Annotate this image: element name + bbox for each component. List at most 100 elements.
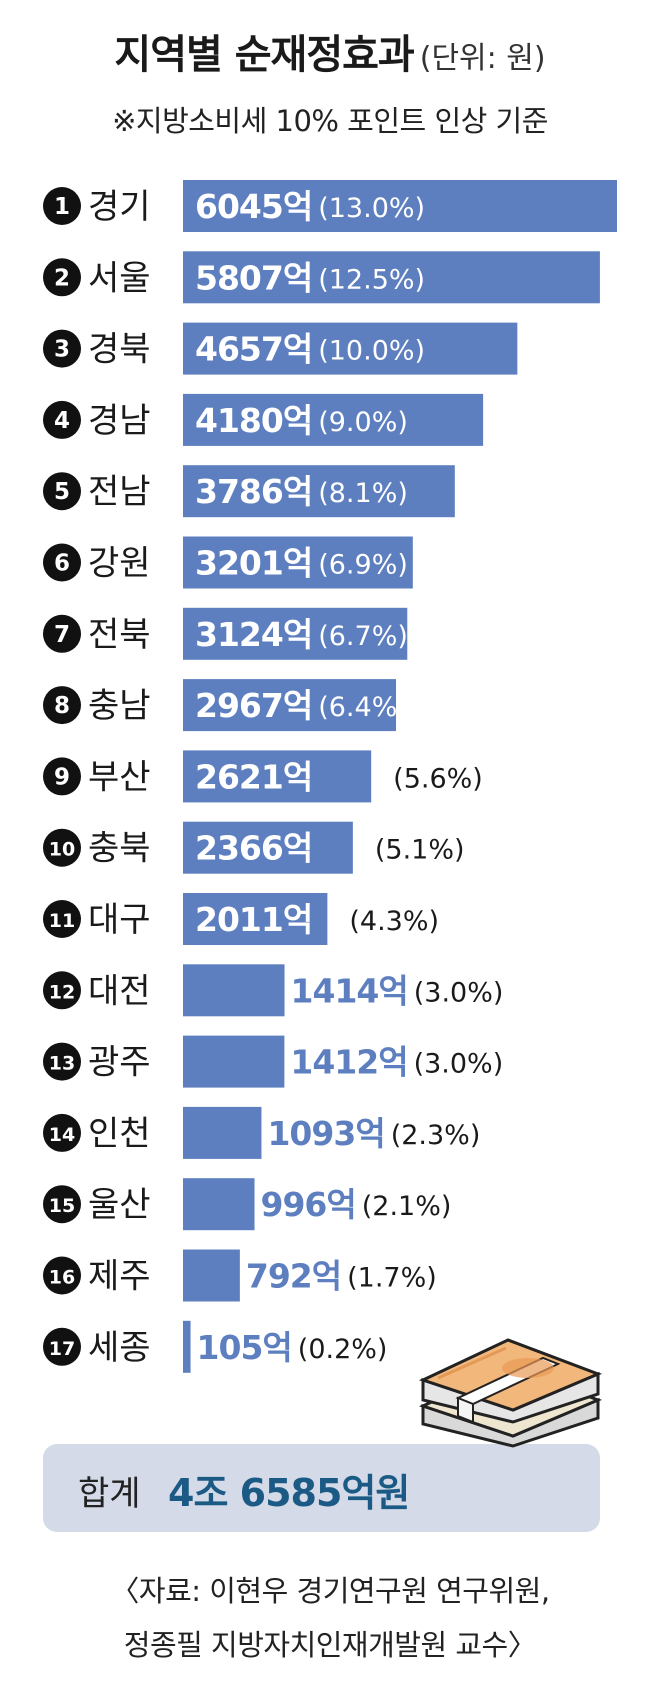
percent-label: (6.7%)	[318, 621, 408, 652]
bar	[183, 180, 617, 232]
percent-label: (2.3%)	[391, 1120, 481, 1151]
category-label: 경남	[88, 401, 151, 441]
category-label: 대전	[88, 971, 151, 1011]
category-label: 제주	[88, 1257, 151, 1297]
category-label: 세종	[88, 1328, 151, 1368]
bar	[183, 821, 353, 874]
source-line-1: 〈자료: 이현우 경기연구원 연구위원,	[110, 1574, 550, 1608]
category-label: 경기	[88, 187, 151, 227]
bar	[183, 322, 518, 375]
rank-number: 4	[54, 408, 70, 434]
rank-number: 3	[54, 337, 70, 363]
rank-circle	[43, 614, 81, 653]
bar	[183, 750, 372, 803]
percent-label: (5.6%)	[393, 763, 483, 794]
rank-number: 15	[49, 1195, 75, 1217]
rank-circle	[43, 1113, 81, 1152]
bar	[183, 679, 397, 732]
rank-circle	[43, 543, 81, 582]
category-label: 부산	[88, 757, 151, 797]
value-label: 1412억	[290, 1043, 407, 1082]
value-label: 4657억	[195, 330, 312, 369]
category-label: 울산	[88, 1185, 151, 1225]
percent-label: (5.1%)	[375, 835, 465, 866]
rank-number: 10	[49, 839, 75, 861]
category-label: 대구	[88, 900, 151, 940]
rank-number: 11	[49, 910, 75, 932]
bar	[183, 251, 600, 304]
rank-number: 17	[49, 1338, 75, 1360]
rank-number: 8	[54, 693, 70, 719]
value-label: 2621억	[195, 757, 312, 796]
bar	[183, 964, 285, 1017]
bar	[183, 393, 484, 446]
total-label: 합계	[78, 1474, 141, 1514]
chart-title-row: 지역별 순재정효과 (단위: 원)	[0, 22, 660, 80]
bar	[183, 1249, 240, 1302]
bar	[183, 536, 413, 589]
percent-label: (2.1%)	[362, 1191, 452, 1222]
bar	[183, 1320, 191, 1373]
rank-circle	[43, 187, 81, 225]
percent-label: (8.1%)	[318, 478, 408, 509]
category-label: 서울	[88, 258, 151, 298]
chart-subtitle: ※지방소비세 10% 포인트 인상 기준	[112, 104, 548, 138]
rank-number: 2	[54, 265, 70, 291]
bar	[183, 1106, 262, 1159]
value-label: 3786억	[195, 472, 312, 511]
rank-circle	[43, 757, 81, 796]
value-label: 792억	[246, 1257, 341, 1296]
bar	[183, 607, 408, 660]
percent-label: (6.4%)	[318, 692, 408, 723]
value-label: 6045억	[195, 187, 312, 226]
bar	[183, 893, 328, 945]
category-label: 광주	[88, 1043, 151, 1083]
rank-number: 14	[49, 1124, 75, 1146]
percent-label: (13.0%)	[318, 193, 425, 224]
unit-label: (단위: 원)	[419, 41, 546, 76]
bar-chart: 1 경기 6045억 (13.0%)2 서울 5807억 (12.5%)3 경북 4657억 (1…	[43, 180, 617, 1373]
rank-number: 16	[49, 1267, 75, 1289]
rank-circle	[43, 1256, 81, 1295]
rank-circle	[43, 1327, 81, 1366]
chart-title: 지역별 순재정효과	[114, 32, 414, 78]
percent-label: (4.3%)	[349, 906, 439, 937]
bar	[183, 1178, 255, 1231]
percent-label: (1.7%)	[347, 1263, 437, 1294]
total-box	[43, 1444, 600, 1532]
percent-label: (10.0%)	[318, 336, 425, 367]
value-label: 105억	[197, 1328, 292, 1367]
rank-circle	[43, 971, 81, 1010]
value-label: 4180억	[195, 401, 312, 440]
rank-number: 7	[54, 622, 70, 648]
value-label: 2967억	[195, 686, 312, 725]
percent-label: (6.9%)	[318, 550, 408, 581]
percent-label: (12.5%)	[318, 264, 425, 295]
bar	[183, 465, 455, 518]
bar	[183, 1035, 285, 1088]
percent-label: (3.0%)	[414, 977, 504, 1008]
category-label: 전남	[88, 472, 151, 512]
rank-circle	[43, 1185, 81, 1224]
source-line-2: 정종필 지방자치인재개발원 교수〉	[123, 1628, 537, 1662]
rank-circle	[43, 329, 81, 368]
rank-circle	[43, 686, 81, 725]
value-label: 2011억	[195, 900, 312, 939]
rank-circle	[43, 400, 81, 439]
rank-circle	[43, 258, 81, 297]
rank-number: 1	[54, 194, 70, 220]
rank-number: 13	[49, 1053, 75, 1075]
value-label: 3124억	[195, 615, 312, 654]
value-label: 1093억	[267, 1114, 384, 1153]
rank-number: 5	[54, 479, 70, 505]
percent-label: (3.0%)	[414, 1049, 504, 1080]
money-stack-icon	[418, 1338, 603, 1448]
value-label: 2366억	[195, 829, 312, 868]
rank-number: 6	[54, 551, 70, 577]
value-label: 996억	[261, 1185, 356, 1224]
category-label: 충북	[88, 829, 151, 869]
rank-circle	[43, 472, 81, 511]
total-value: 4조 6585억원	[168, 1471, 410, 1515]
rank-circle	[43, 900, 81, 938]
rank-number: 9	[54, 764, 70, 790]
